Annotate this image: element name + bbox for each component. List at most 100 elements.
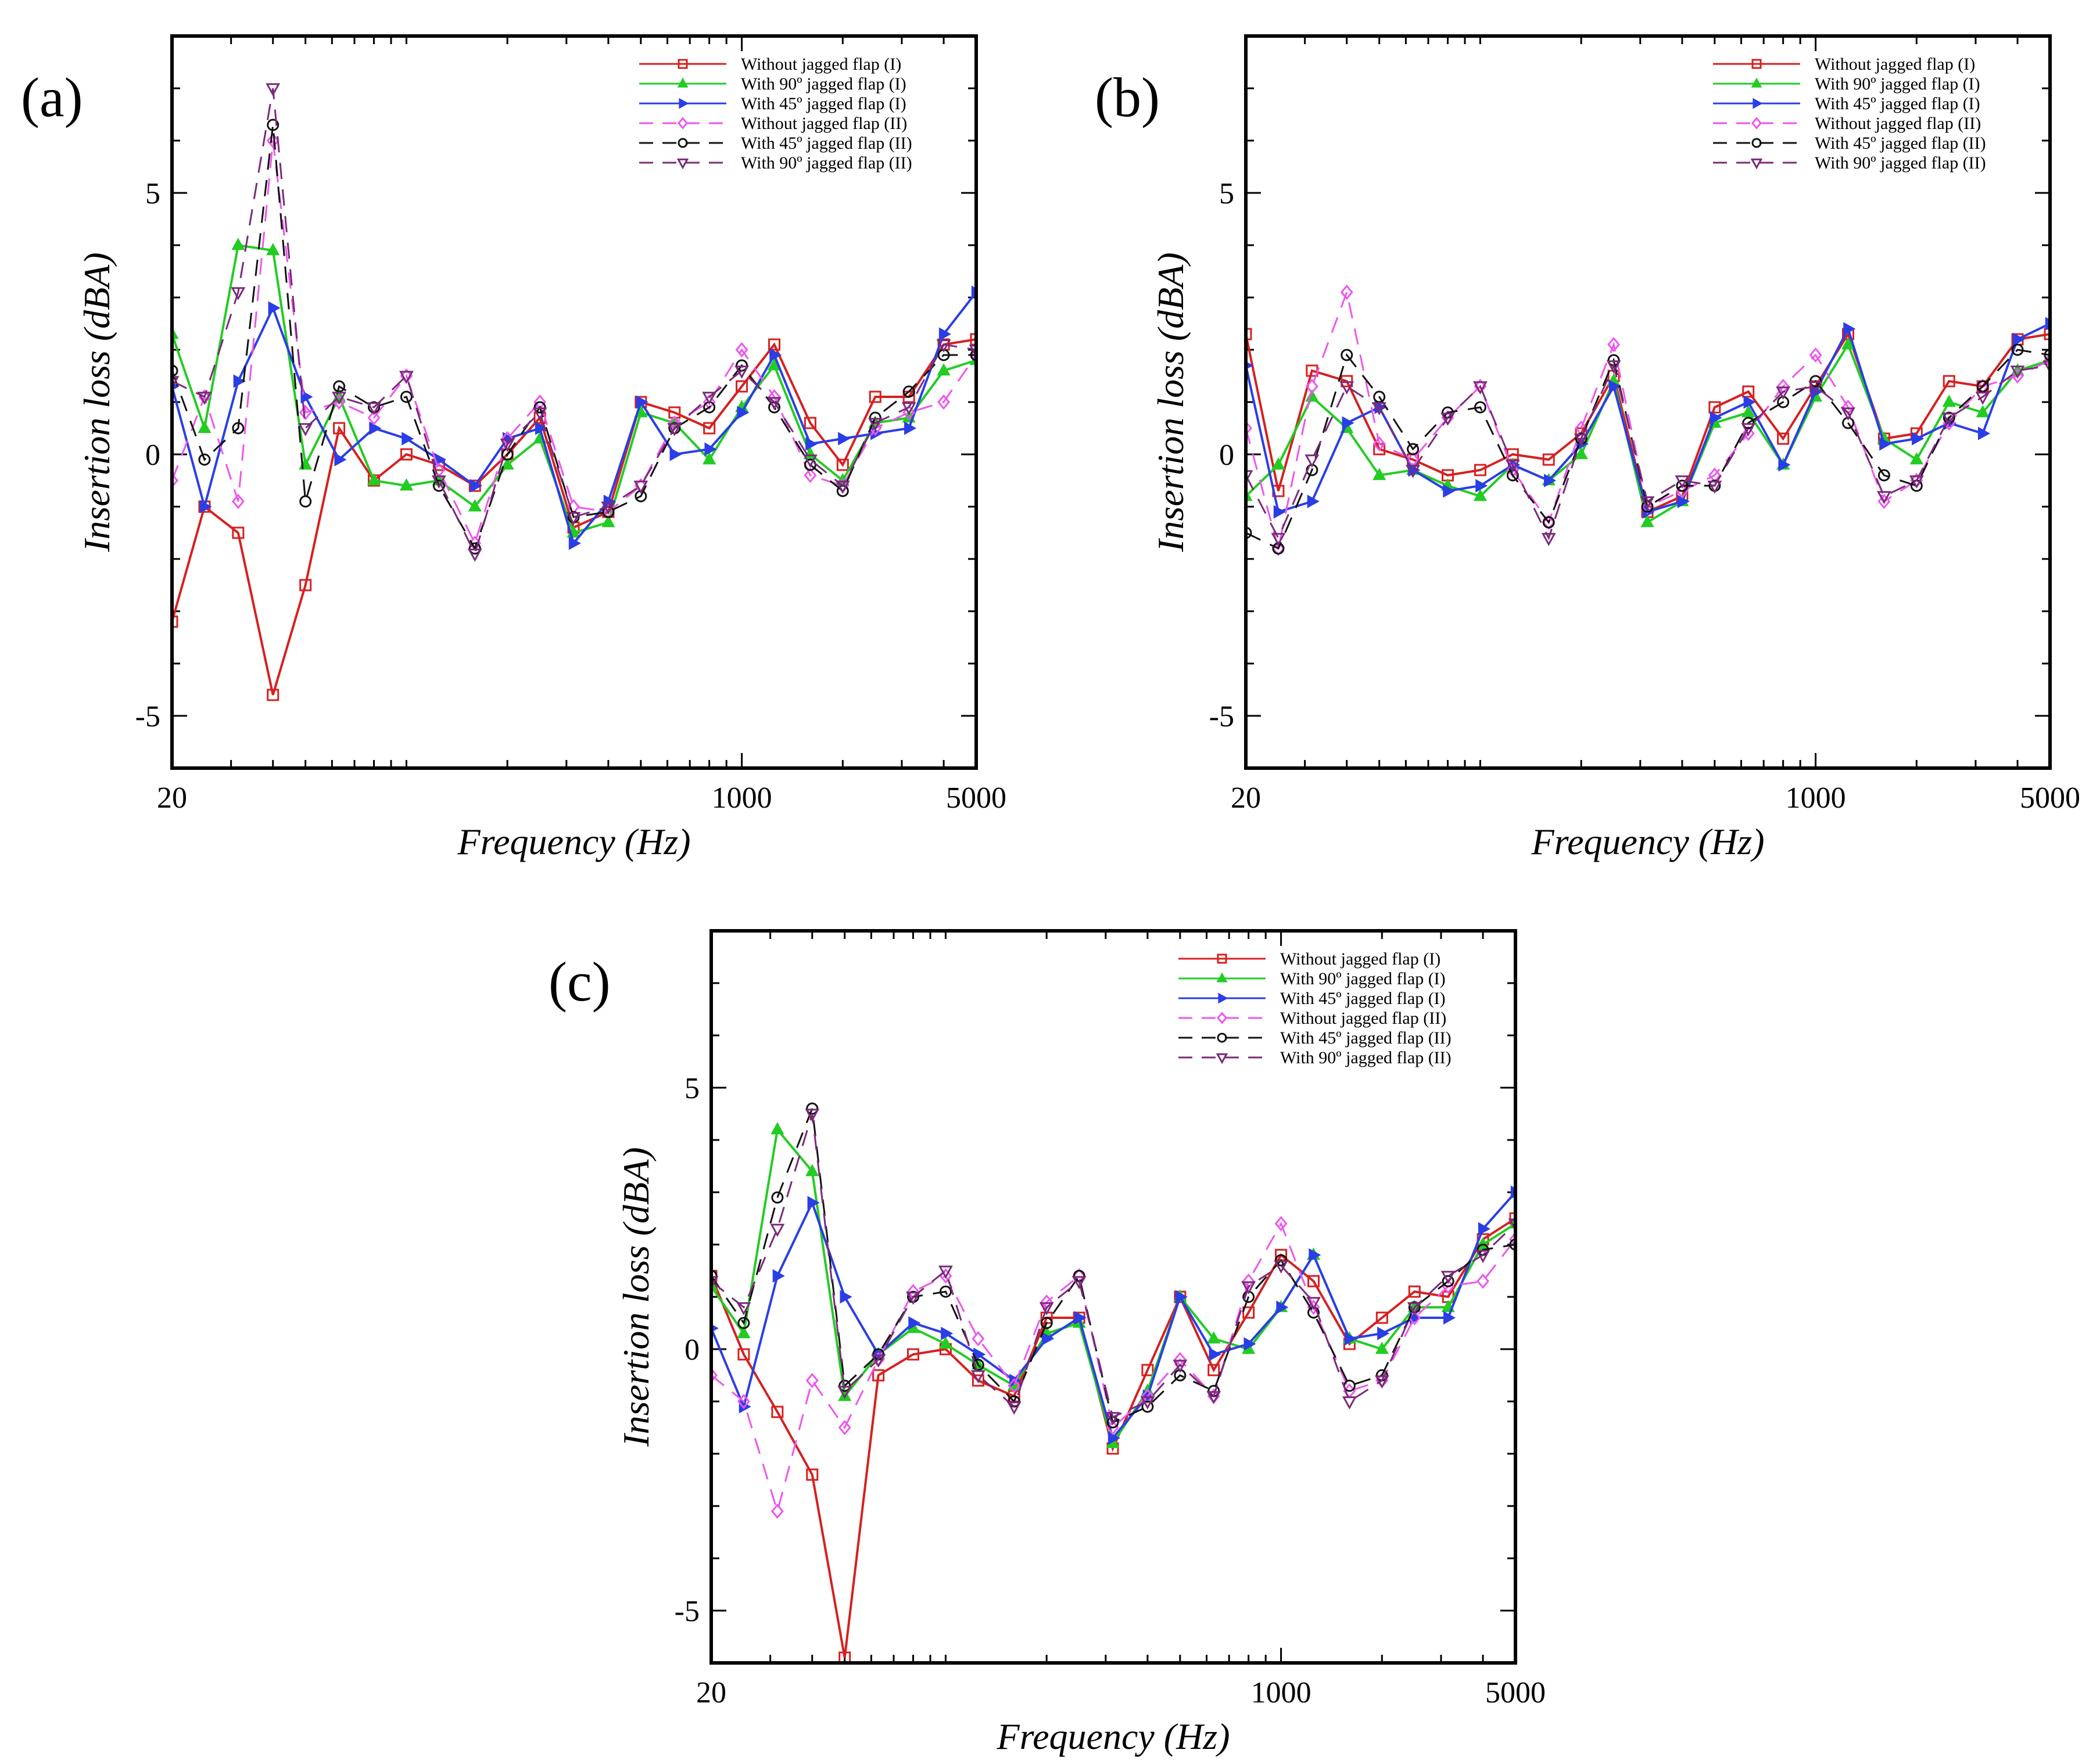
data-point [2042,360,2050,374]
data-point [1440,1271,1456,1284]
legend-marker [1751,59,1762,69]
y-tick-label: -5 [1209,700,1234,733]
chart-panel-3: (c) -5 0 5 20 1000 5000 Frequency (Hz) Insertion… [549,929,1546,1757]
data-point [1606,360,1621,374]
series-line-6 [172,88,976,557]
data-point [936,339,951,353]
data-point [1407,1302,1422,1315]
data-point [172,364,178,377]
data-point [1608,379,1621,393]
data-point [1372,436,1386,452]
data-point [1942,395,1956,407]
data-point [1509,1238,1515,1251]
data-point [711,1367,718,1383]
data-point [1976,405,1990,418]
data-point [1641,499,1654,515]
plot-frame [170,34,978,770]
data-point [802,454,818,468]
data-point [1307,494,1320,508]
series-line-5 [711,1108,1515,1424]
legend-entry: Without jagged flap (I) [1280,949,1440,969]
data-point [1241,1281,1256,1295]
data-point [836,458,849,471]
panel-label: (c) [549,951,611,1013]
chart-panel-1: (a) -5 0 5 20 1000 5000 Frequency (Hz) Insertion… [21,34,1006,862]
data-point [770,1224,785,1237]
data-point [869,390,881,403]
data-point [835,481,850,494]
y-tick-label: 0 [1219,439,1234,472]
data-point [838,1379,851,1392]
data-point [1777,432,1790,445]
legend: Without jagged flap (I)With 90º jagged f… [639,55,912,173]
legend-marker [1751,138,1762,148]
data-point [703,422,716,435]
series-layer [711,1102,1515,1663]
data-point [2011,368,2024,384]
data-point [2044,349,2050,361]
data-point [1477,1273,1490,1289]
data-point [1778,458,1791,472]
y-tick-label: 0 [685,1333,700,1367]
data-point [369,421,382,435]
data-point [804,467,817,483]
y-tick-label: 5 [685,1072,700,1105]
data-point [1542,516,1555,529]
data-point [937,363,951,376]
y-tick-label: -5 [675,1595,700,1628]
data-point [1877,493,1891,510]
data-point [667,423,682,436]
data-point [399,478,414,491]
data-point [970,349,976,361]
data-point [972,1331,985,1347]
legend-entry: With 90º jagged flap (I) [1280,969,1446,988]
data-point [1246,328,1252,340]
data-point [868,418,883,431]
data-point [805,1109,820,1122]
data-point [568,536,581,550]
data-point [734,365,750,379]
data-point [1141,1364,1154,1376]
data-point [1474,464,1486,476]
data-point [838,1651,851,1663]
data-point [1675,475,1690,489]
data-point [902,404,916,421]
data-point [904,421,917,435]
x-tick-label: 5000 [2020,781,2080,815]
series-line-6 [1246,363,2050,540]
data-point [266,83,281,96]
data-point [601,501,616,515]
data-point [771,1503,784,1519]
data-point [566,512,581,525]
data-point [1071,1276,1087,1289]
data-point [1339,381,1354,395]
data-point [1074,1311,1087,1325]
data-point [1542,514,1556,530]
data-point [1408,1285,1421,1298]
data-point [1808,381,1823,395]
series-line-4 [172,140,976,546]
legend-entry: Without jagged flap (II) [741,114,907,133]
data-point [1341,375,1353,388]
data-point [1372,468,1386,481]
legend-entry: With 45º jagged flap (I) [1815,94,1980,113]
data-point [1607,336,1621,353]
data-point [1341,349,1353,361]
data-point [470,479,483,493]
data-point [172,615,178,628]
series-line-4 [711,1221,1515,1515]
data-point [1307,1275,1320,1288]
data-point [805,1164,819,1177]
data-point [603,494,616,508]
data-point [1442,1275,1454,1288]
legend-entry: With 90º jagged flap (II) [1280,1048,1452,1067]
data-point [703,394,716,410]
data-point [703,452,716,465]
legend-entry: With 90º jagged flap (I) [1815,74,1980,94]
data-point [1640,515,1654,528]
data-point [1039,1302,1054,1315]
data-point [333,422,346,435]
y-tick-label: 5 [145,177,160,210]
x-tick-label: 5000 [1485,1676,1546,1709]
data-point [1741,405,1755,418]
